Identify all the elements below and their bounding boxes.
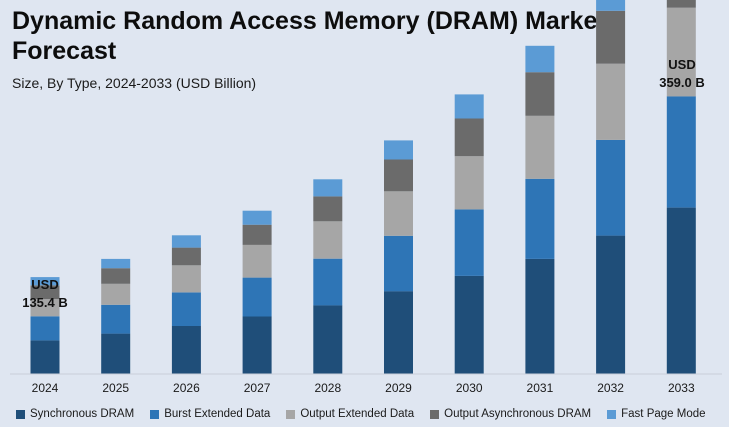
legend-swatch bbox=[150, 409, 160, 419]
legend-label: Output Asynchronous DRAM bbox=[444, 408, 592, 420]
x-tick-label: 2032 bbox=[597, 381, 624, 395]
stacked-bar-chart: 2024 2025 2026 2027 2028 2029 2030 2031 2032 2033… bbox=[10, 0, 722, 395]
bar-segment-2033-2 bbox=[666, 96, 696, 208]
chart-title: Dynamic Random Access Memory (DRAM) Mark… bbox=[12, 7, 606, 65]
bar-segment-2025-4 bbox=[101, 268, 131, 284]
x-tick-label: 2033 bbox=[668, 381, 695, 395]
bar-segment-2027-1 bbox=[242, 316, 272, 374]
end-annotation-value: 359.0 B bbox=[659, 75, 705, 90]
bar-segment-2028-2 bbox=[313, 258, 343, 306]
bar-segment-2032-2 bbox=[596, 139, 626, 236]
bar-segment-2028-3 bbox=[313, 221, 343, 259]
legend-swatch bbox=[430, 409, 440, 419]
start-annotation-currency: USD bbox=[31, 277, 58, 292]
bar-segment-2027-4 bbox=[242, 224, 272, 245]
x-tick-label: 2025 bbox=[102, 381, 129, 395]
bar-segment-2026-4 bbox=[171, 247, 201, 266]
bar-segment-2027-3 bbox=[242, 244, 272, 278]
bar-segment-2030-3 bbox=[454, 156, 484, 210]
bar-segment-2030-4 bbox=[454, 118, 484, 157]
bar-segment-2029-1 bbox=[384, 291, 413, 374]
bar-segment-2028-4 bbox=[313, 196, 343, 222]
bar-segment-2030-5 bbox=[454, 94, 484, 119]
bar-segment-2026-5 bbox=[171, 235, 201, 248]
bar-segment-2024-3 bbox=[30, 299, 60, 317]
legend-item: Synchronous DRAM bbox=[16, 408, 134, 420]
x-tick-label: 2024 bbox=[32, 381, 59, 395]
bar-segment-2029-3 bbox=[384, 191, 413, 236]
legend-item: Output Asynchronous DRAM bbox=[430, 408, 591, 420]
end-annotation-currency: USD bbox=[668, 57, 695, 72]
bar-segment-2033-3 bbox=[666, 7, 696, 97]
bar-segment-2033-1 bbox=[666, 207, 696, 374]
x-tick-label: 2029 bbox=[385, 381, 412, 395]
chart-subtitle: Size, By Type, 2024-2033 (USD Billion) bbox=[12, 75, 257, 91]
bar-segment-2025-3 bbox=[101, 283, 131, 305]
bar-segment-2030-1 bbox=[454, 275, 484, 374]
bar-segment-2026-2 bbox=[171, 292, 201, 326]
chart-legend: Synchronous DRAM Burst Extended Data Outpu… bbox=[16, 408, 726, 420]
bar-segment-2029-4 bbox=[384, 159, 413, 192]
x-tick-label: 2027 bbox=[244, 381, 271, 395]
bar-segment-2025-2 bbox=[101, 304, 131, 334]
legend-swatch bbox=[16, 409, 25, 419]
x-tick-label: 2028 bbox=[314, 381, 341, 395]
bar-segment-2032-1 bbox=[596, 235, 626, 374]
bar-segment-2032-4 bbox=[596, 10, 626, 64]
bar-segment-2031-4 bbox=[525, 72, 555, 116]
x-tick-label: 2026 bbox=[173, 381, 200, 395]
bar-segment-2027-2 bbox=[242, 277, 272, 317]
bar-segment-2026-3 bbox=[171, 265, 201, 293]
bar-segment-2028-5 bbox=[313, 179, 343, 197]
bar-segment-2032-5 bbox=[596, 0, 626, 11]
legend-label: Synchronous DRAM bbox=[30, 408, 135, 420]
bar-segment-2031-5 bbox=[525, 45, 555, 73]
legend-item: Output Extended Data bbox=[286, 408, 414, 420]
bars-group bbox=[30, 0, 696, 374]
bar-segment-2028-1 bbox=[313, 305, 343, 374]
legend-label: Output Extended Data bbox=[300, 408, 415, 420]
x-tick-label: 2030 bbox=[456, 381, 483, 395]
bar-segment-2025-5 bbox=[101, 258, 131, 269]
bar-segment-2024-5 bbox=[30, 277, 60, 286]
bar-segment-2031-2 bbox=[525, 178, 555, 259]
bar-segment-2030-2 bbox=[454, 209, 484, 276]
legend-label: Fast Page Mode bbox=[621, 408, 706, 420]
x-tick-labels: 2024 2025 2026 2027 2028 2029 2030 2031 2032 2033 bbox=[32, 381, 695, 395]
legend-swatch bbox=[286, 409, 296, 419]
bar-segment-2032-3 bbox=[596, 63, 626, 140]
legend-item: Burst Extended Data bbox=[150, 408, 270, 420]
bar-segment-2025-1 bbox=[101, 333, 131, 374]
start-annotation-value: 135.4 B bbox=[22, 295, 68, 310]
legend-label: Burst Extended Data bbox=[164, 408, 271, 420]
bar-segment-2026-1 bbox=[171, 326, 201, 374]
legend-swatch bbox=[607, 409, 617, 419]
bar-segment-2029-2 bbox=[384, 235, 413, 292]
bar-segment-2024-2 bbox=[30, 316, 60, 341]
bar-segment-2031-1 bbox=[525, 258, 555, 374]
bar-segment-2024-1 bbox=[30, 340, 60, 374]
bar-segment-2024-4 bbox=[30, 285, 60, 300]
bar-segment-2027-5 bbox=[242, 210, 272, 225]
bar-segment-2029-5 bbox=[384, 140, 413, 160]
bar-segment-2031-3 bbox=[525, 115, 555, 179]
legend-item: Fast Page Mode bbox=[607, 408, 706, 420]
x-tick-label: 2031 bbox=[527, 381, 554, 395]
bar-segment-2033-4 bbox=[666, 0, 696, 8]
